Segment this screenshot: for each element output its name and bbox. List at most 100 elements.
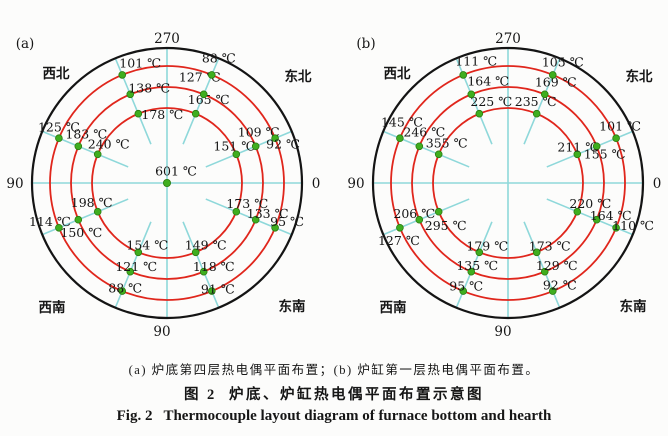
corner-label-nw: 西北 [384,66,411,82]
temperature-label: 178 ℃ [141,107,183,122]
temperature-label: 211 ℃ [557,140,599,155]
temperature-label: 206 ℃ [393,206,435,221]
axis-label-bottom: 90 [153,324,170,340]
thermocouple-dot [540,90,549,99]
temperature-label: 150 ℃ [60,225,102,240]
thermocouple-dot [396,134,404,143]
temperature-label: 169 ℃ [535,75,577,90]
thermocouple-dot [55,134,63,143]
caption-chinese-title: 图 2 炉底、炉缸热电偶平面布置示意图 [183,387,485,403]
temperature-label: 155 ℃ [584,147,626,162]
thermocouple-dot [467,90,476,99]
temperature-label: 91 ℃ [201,281,235,296]
thermocouple-dot [475,248,484,257]
temperature-label: 173 ℃ [529,239,571,254]
thermocouple-dot [532,248,541,257]
thermocouple-dot [548,287,557,295]
temperature-label: 101 ℃ [599,119,641,134]
thermocouple-dot [74,142,83,151]
thermocouple-dot [232,150,241,159]
temperature-label: 246 ℃ [403,125,445,140]
thermocouple-dot [415,142,424,151]
thermocouple-dot [612,134,620,143]
corner-label-sw: 西南 [380,299,407,316]
corner-label-se: 东南 [279,298,306,315]
temperature-label: 110 ℃ [612,218,654,233]
temperature-label: 220 ℃ [569,196,611,211]
temperature-label: 121 ℃ [115,259,157,274]
temperature-label: 179 ℃ [466,239,508,254]
temperature-label: 164 ℃ [467,74,509,89]
red-ring [91,107,243,259]
corner-label-ne: 东北 [626,68,654,85]
corner-label-sw: 西南 [39,299,66,316]
temperature-label: 92 ℃ [543,277,577,292]
thermocouple-dot [573,207,582,216]
temperature-label: 109 ℃ [238,125,280,140]
thermocouple-dot [592,142,601,151]
thermocouple-dot [271,223,279,232]
axis-label-right: 0 [312,176,321,192]
thermocouple-dot [207,287,216,295]
temperature-label: 295 ℃ [425,218,467,233]
thermocouple-dot [199,267,208,276]
thermocouple-dot [475,109,484,118]
temperature-label: 129 ℃ [536,258,578,273]
temperature-label: 114 ℃ [29,214,71,229]
thermocouple-dot [251,215,260,224]
thermocouple-dot [191,109,200,118]
temperature-label: 95 ℃ [270,214,304,229]
outer-circle [30,46,304,320]
thermocouple-dot [573,150,582,159]
temperature-label: 88 ℃ [108,280,142,295]
red-ring [49,65,285,301]
corner-label-nw: 西北 [43,66,70,82]
red-ring [70,86,264,280]
thermocouple-dot [134,109,143,118]
thermocouple-dot [532,109,541,118]
temperature-label: 165 ℃ [188,92,230,107]
temperature-label: 125 ℃ [38,120,80,135]
temperature-label: 145 ℃ [381,115,423,130]
panel-label-b: (b) [356,36,375,52]
thermocouple-dot [612,223,620,232]
thermocouple-dot [126,90,135,99]
thermocouple-dot [207,71,216,79]
thermocouple-dot [415,215,424,224]
corner-label-ne: 东北 [285,68,312,85]
temperature-label: 198 ℃ [71,195,113,210]
axis-label-right: 0 [653,176,662,192]
temperature-label: 92 ℃ [266,137,300,152]
thermocouple-dot [459,287,468,295]
temperature-label: 225 ℃ [470,94,512,109]
thermocouple-dot [191,248,200,257]
axis-label-bottom: 90 [494,324,511,340]
temperature-label: 105 ℃ [542,54,584,69]
outer-circle [371,46,645,320]
thermocouple-dot [548,71,557,79]
temperature-label: 235 ℃ [515,94,557,109]
thermocouple-dot [592,215,601,224]
axis-label-top: 270 [154,31,180,47]
temperature-label: 118 ℃ [193,259,235,274]
thermocouple-dot [93,207,102,216]
thermocouple-dot [118,287,127,295]
temperature-label: 127 ℃ [378,233,420,248]
thermocouple-dot [232,207,241,216]
temperature-label: 111 ℃ [455,53,497,68]
temperature-label: 135 ℃ [456,258,498,273]
caption-subfigures: (a) 炉底第四层热电偶平面布置；(b) 炉缸第一层热电偶平面布置。 [128,363,540,377]
thermocouple-dot [251,142,260,151]
thermocouple-dot [434,207,443,216]
thermocouple-dot [540,267,549,276]
temperature-label: 95 ℃ [449,278,483,293]
center-temperature-label: 601 ℃ [155,163,197,178]
axis-label-left: 90 [6,176,23,192]
caption-english-title: Fig. 2 Thermocouple layout diagram of fu… [116,408,552,424]
thermocouple-dot [467,267,476,276]
axis-label-left: 90 [347,176,364,192]
